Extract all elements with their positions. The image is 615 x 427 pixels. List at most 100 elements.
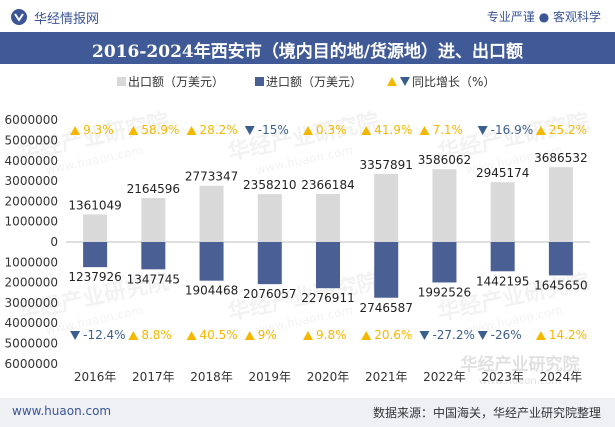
export-bar <box>257 194 282 242</box>
growth-up-icon <box>361 126 372 135</box>
import-bar <box>490 242 515 272</box>
export-value-label: 2366184 <box>301 178 354 192</box>
tagline: 专业严谨 ● 客观科学 <box>486 10 601 24</box>
x-tick-label: 2023年 <box>481 370 524 384</box>
footer: www.huaon.com 数据来源：中国海关，华经产业研究院整理 <box>0 398 615 427</box>
import-bar <box>199 242 224 281</box>
y-tick-label: 3000000 <box>5 296 58 310</box>
import-growth: 14.2% <box>535 328 587 342</box>
growth-down-icon <box>244 126 255 135</box>
export-value-label: 2945174 <box>476 166 529 180</box>
export-bar <box>199 185 224 242</box>
growth-label: 9.8% <box>316 328 347 342</box>
legend-swatch-export <box>117 77 126 86</box>
growth-up-icon <box>244 331 255 340</box>
import-value-label: 1347745 <box>127 272 180 286</box>
growth-label: 40.5% <box>200 328 238 342</box>
growth-up-icon <box>535 331 546 340</box>
legend-label-export: 出口额（万美元） <box>128 75 224 89</box>
growth-up-icon <box>303 331 313 340</box>
growth-down-icon <box>477 331 488 340</box>
x-tick-label: 2019年 <box>249 370 292 384</box>
title-bar: 2016-2024年西安市（境内目的地/货源地）进、出口额 <box>0 32 615 64</box>
growth-up-icon <box>128 331 139 340</box>
import-value-label: 1237926 <box>68 270 121 284</box>
x-tick-label: 2021年 <box>365 370 408 384</box>
import-growth: -26% <box>477 328 522 342</box>
legend-label-growth: 同比增长（%） <box>412 75 495 89</box>
import-bar <box>141 242 166 270</box>
import-value-label: 1992526 <box>418 285 471 299</box>
import-value-label: 2076057 <box>243 287 296 301</box>
chart-title: 2016-2024年西安市（境内目的地/货源地）进、出口额 <box>92 42 523 62</box>
legend-swatch-import <box>255 77 264 86</box>
y-tick-label: 3000000 <box>5 174 58 188</box>
export-growth: 7.1% <box>419 123 463 137</box>
export-growth: -15% <box>244 123 289 137</box>
export-value-label: 2164596 <box>127 182 180 196</box>
export-value-label: 3357891 <box>359 158 412 172</box>
growth-label: 8.8% <box>141 328 172 342</box>
export-bar <box>316 193 340 242</box>
export-growth: 28.2% <box>186 123 238 137</box>
growth-up-icon <box>186 126 197 135</box>
growth-label: 28.2% <box>200 123 238 137</box>
growth-label: 58.9% <box>141 123 179 137</box>
export-bar <box>432 169 457 242</box>
export-growth: -16.9% <box>477 123 533 137</box>
growth-label: 9% <box>258 328 277 342</box>
export-value-label: 1361049 <box>68 198 121 212</box>
x-tick-label: 2018年 <box>190 370 233 384</box>
export-bar <box>490 182 515 242</box>
x-tick-label: 2016年 <box>74 370 117 384</box>
export-value-label: 2358210 <box>243 178 296 192</box>
y-tick-label: 4000000 <box>5 154 58 168</box>
y-tick-label: 6000000 <box>5 113 58 127</box>
x-tick-label: 2022年 <box>423 370 466 384</box>
growth-label: -12.4% <box>83 328 125 342</box>
export-value-label: 3686532 <box>534 151 587 165</box>
import-value-label: 1904468 <box>185 284 238 298</box>
growth-label: 25.2% <box>549 123 587 137</box>
growth-label: -26% <box>491 328 522 342</box>
export-growth: 41.9% <box>361 123 412 137</box>
import-growth: 40.5% <box>186 328 238 342</box>
import-bar <box>432 242 457 283</box>
import-growth: 8.8% <box>128 328 172 342</box>
growth-down-icon <box>70 331 81 340</box>
growth-up-icon <box>303 126 313 135</box>
export-bar <box>83 214 108 242</box>
import-growth: -27.2% <box>419 328 475 342</box>
growth-label: 9.3% <box>83 123 114 137</box>
y-tick-label: 5000000 <box>5 134 58 148</box>
x-tick-label: 2020年 <box>307 370 350 384</box>
export-bar <box>548 167 573 242</box>
watermark-corner-url: www.huaon.com <box>479 376 562 387</box>
growth-label: -15% <box>258 123 289 137</box>
growth-up-icon <box>128 126 139 135</box>
legend-label-import: 进口额（万美元） <box>266 75 362 89</box>
import-bar <box>316 242 340 289</box>
import-growth: 9% <box>244 328 277 342</box>
import-growth: 20.6% <box>361 328 412 342</box>
footer-url: www.huaon.com <box>12 404 112 418</box>
import-value-label: 2746587 <box>359 301 412 315</box>
import-bar <box>257 242 282 285</box>
export-growth: 25.2% <box>535 123 587 137</box>
growth-down-icon <box>419 331 430 340</box>
export-growth: 0.3% <box>303 123 347 137</box>
export-growth: 9.3% <box>70 123 114 137</box>
brand-logo-icon <box>11 9 27 25</box>
growth-up-icon <box>419 126 430 135</box>
legend: 出口额（万美元） 进口额（万美元） 同比增长（%） <box>117 75 495 89</box>
y-tick-label: 4000000 <box>5 316 58 330</box>
value-labels: 1361049 1237926 2164596 1347745 2773347 19044… <box>68 151 587 315</box>
y-tick-label: 5000000 <box>5 337 58 351</box>
growth-label: 41.9% <box>374 123 412 137</box>
import-bar <box>83 242 108 268</box>
import-bar <box>548 242 573 276</box>
legend-down-triangle-icon <box>400 77 410 86</box>
import-value-label: 1645650 <box>534 278 587 292</box>
